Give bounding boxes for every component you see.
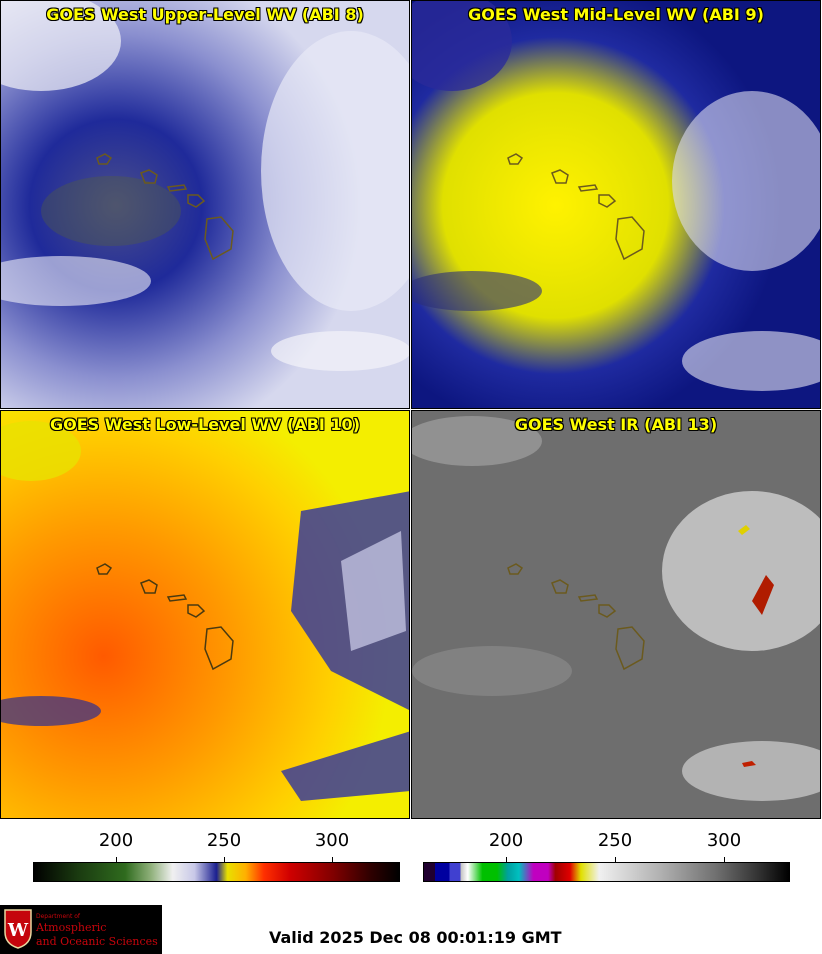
ir-tick-200: 200: [488, 830, 524, 851]
wv-tick-200: 200: [98, 830, 134, 851]
logo-line-1: Department of: [36, 913, 80, 920]
panel-low-level-wv: GOES West Low-Level WV (ABI 10): [0, 410, 410, 819]
uw-crest-icon: W: [4, 909, 32, 949]
wv-colorbar-ticks: 200 250 300: [33, 830, 400, 863]
ir-tick-mark: [615, 857, 616, 863]
ir-tick-300: 300: [706, 830, 742, 851]
wv-tick-250: 250: [206, 830, 242, 851]
panel-mid-level-wv: GOES West Mid-Level WV (ABI 9): [411, 0, 821, 409]
ir-image: [412, 411, 820, 818]
wv-colorbar: [33, 862, 400, 882]
panel-title: GOES West Upper-Level WV (ABI 8): [46, 5, 364, 24]
crest-letter: W: [7, 920, 29, 941]
logo-line-2: Atmospheric: [36, 921, 107, 934]
wv-tick-300: 300: [314, 830, 350, 851]
ir-tick-250: 250: [597, 830, 633, 851]
upper-level-wv-image: [1, 1, 409, 408]
mid-level-wv-image: [412, 1, 820, 408]
wv-tick-mark: [332, 857, 333, 863]
ir-tick-mark: [724, 857, 725, 863]
ir-colorbar-ticks: 200 250 300: [423, 830, 790, 863]
valid-time-label: Valid 2025 Dec 08 00:01:19 GMT: [269, 928, 562, 947]
panel-title: GOES West Low-Level WV (ABI 10): [49, 415, 360, 434]
panel-title: GOES West Mid-Level WV (ABI 9): [468, 5, 764, 24]
wv-tick-mark: [116, 857, 117, 863]
ir-tick-mark: [506, 857, 507, 863]
logo-line-3: and Oceanic Sciences: [36, 935, 158, 948]
low-level-wv-image: [1, 411, 409, 818]
aos-logo: W Department of Atmospheric and Oceanic …: [0, 905, 162, 954]
wv-tick-mark: [224, 857, 225, 863]
panel-title: GOES West IR (ABI 13): [514, 415, 718, 434]
ir-colorbar: [423, 862, 790, 882]
panel-upper-level-wv: GOES West Upper-Level WV (ABI 8): [0, 0, 410, 409]
panel-ir: GOES West IR (ABI 13): [411, 410, 821, 819]
